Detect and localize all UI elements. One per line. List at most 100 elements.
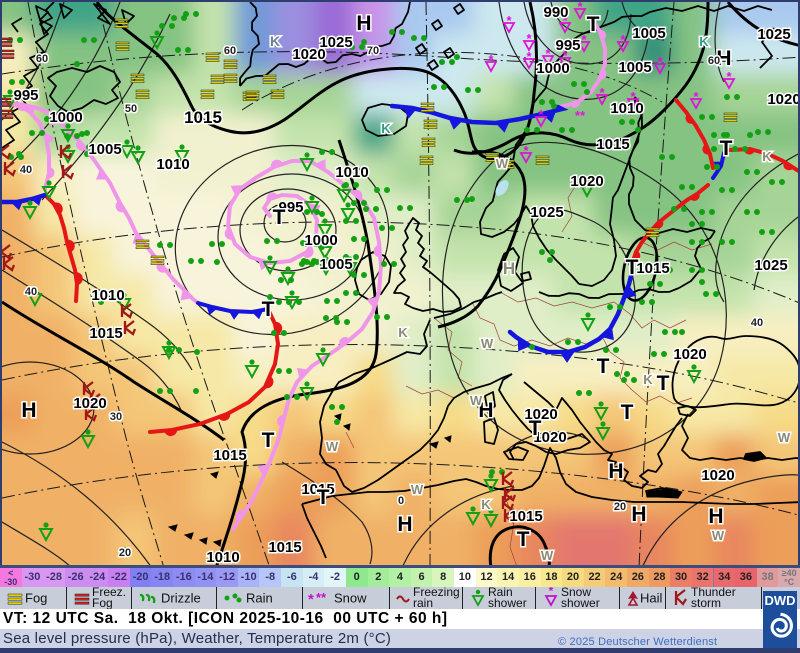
svg-text:H: H xyxy=(716,47,731,70)
svg-text:1015: 1015 xyxy=(636,260,669,277)
svg-text:40: 40 xyxy=(20,164,32,176)
svg-text:990: 990 xyxy=(543,4,568,21)
svg-text:1015: 1015 xyxy=(184,108,222,127)
svg-text:60: 60 xyxy=(708,55,720,67)
svg-text:40: 40 xyxy=(751,317,763,329)
svg-text:T: T xyxy=(657,372,670,395)
svg-text:1005: 1005 xyxy=(632,25,665,42)
svg-text:1020: 1020 xyxy=(767,91,798,108)
svg-text:*: * xyxy=(549,587,554,598)
svg-text:20: 20 xyxy=(119,547,131,559)
svg-text:T: T xyxy=(517,528,530,551)
svg-text:*: * xyxy=(562,48,568,63)
svg-text:*: * xyxy=(526,49,532,64)
svg-text:1000: 1000 xyxy=(304,232,337,249)
svg-text:*: * xyxy=(523,143,529,158)
svg-text:K: K xyxy=(762,149,772,164)
svg-text:1010: 1010 xyxy=(156,156,189,173)
svg-text:40: 40 xyxy=(25,286,37,298)
svg-text:W: W xyxy=(481,336,494,351)
svg-text:*: * xyxy=(545,46,551,61)
svg-text:T: T xyxy=(626,256,639,279)
svg-text:*: * xyxy=(630,89,636,104)
svg-text:*: * xyxy=(538,107,544,122)
svg-text:1025: 1025 xyxy=(319,34,352,51)
svg-text:T: T xyxy=(621,401,634,424)
svg-text:H: H xyxy=(397,513,412,536)
svg-text:1005: 1005 xyxy=(319,256,352,273)
svg-text:1020: 1020 xyxy=(524,406,557,423)
svg-text:*: * xyxy=(726,69,732,84)
svg-text:T: T xyxy=(317,486,330,509)
svg-text:995: 995 xyxy=(555,37,580,54)
svg-text:70: 70 xyxy=(367,45,379,57)
svg-text:H: H xyxy=(708,505,723,528)
svg-text:*: * xyxy=(620,32,626,47)
svg-text:*: * xyxy=(506,13,512,28)
svg-text:1015: 1015 xyxy=(596,136,629,153)
svg-text:W: W xyxy=(778,430,791,445)
svg-text:H: H xyxy=(503,259,515,278)
svg-text:H: H xyxy=(478,399,493,422)
svg-text:*: * xyxy=(562,13,568,28)
svg-text:995: 995 xyxy=(278,199,303,216)
svg-text:995: 995 xyxy=(13,87,38,104)
svg-text:1000: 1000 xyxy=(536,60,569,77)
svg-text:W: W xyxy=(470,393,483,408)
svg-text:K: K xyxy=(481,497,491,512)
svg-text:1020: 1020 xyxy=(701,467,734,484)
svg-text:1010: 1010 xyxy=(610,100,643,117)
svg-text:20: 20 xyxy=(614,501,626,513)
svg-text:T: T xyxy=(529,417,542,440)
svg-text:W: W xyxy=(326,439,339,454)
svg-text:1015: 1015 xyxy=(509,508,542,525)
svg-text:1020: 1020 xyxy=(570,173,603,190)
svg-text:K: K xyxy=(643,372,653,387)
svg-text:T: T xyxy=(273,206,286,229)
svg-text:T: T xyxy=(262,429,275,452)
svg-text:1010: 1010 xyxy=(335,164,368,181)
svg-text:1020: 1020 xyxy=(73,395,106,412)
svg-text:60: 60 xyxy=(224,45,236,57)
svg-text:50: 50 xyxy=(125,103,137,115)
svg-text:0: 0 xyxy=(398,495,404,507)
svg-text:*: * xyxy=(693,89,699,104)
svg-text:1015: 1015 xyxy=(89,325,122,342)
svg-text:1025: 1025 xyxy=(754,257,787,274)
svg-text:H: H xyxy=(631,503,646,526)
svg-text:W: W xyxy=(411,482,424,497)
svg-text:T: T xyxy=(587,13,600,36)
svg-text:1020: 1020 xyxy=(533,429,566,446)
svg-text:**: ** xyxy=(316,590,327,605)
svg-text:H: H xyxy=(608,460,623,483)
svg-text:*: * xyxy=(488,52,494,67)
svg-text:**: ** xyxy=(575,108,586,123)
svg-text:*: * xyxy=(599,85,605,100)
svg-text:*: * xyxy=(657,54,663,69)
svg-text:T: T xyxy=(597,355,610,378)
svg-text:W: W xyxy=(712,528,725,543)
svg-text:*: * xyxy=(577,2,583,14)
svg-text:T: T xyxy=(262,298,275,321)
svg-text:*: * xyxy=(308,591,314,608)
svg-text:1010: 1010 xyxy=(206,549,239,565)
svg-text:1015: 1015 xyxy=(268,539,301,556)
svg-text:1025: 1025 xyxy=(757,26,790,43)
svg-text:K: K xyxy=(270,33,280,49)
svg-text:1015: 1015 xyxy=(213,447,246,464)
svg-text:K: K xyxy=(381,121,391,136)
svg-text:T: T xyxy=(720,137,733,160)
svg-text:K: K xyxy=(699,34,709,49)
svg-text:1005: 1005 xyxy=(618,59,651,76)
svg-text:*: * xyxy=(526,31,532,46)
svg-text:1000: 1000 xyxy=(49,109,82,126)
svg-text:1025: 1025 xyxy=(530,204,563,221)
svg-text:*: * xyxy=(581,32,587,47)
svg-text:1005: 1005 xyxy=(88,141,121,158)
svg-text:1010: 1010 xyxy=(91,287,124,304)
svg-text:1020: 1020 xyxy=(673,346,706,363)
svg-text:1020: 1020 xyxy=(292,46,325,63)
svg-text:W: W xyxy=(541,548,554,563)
svg-text:K: K xyxy=(398,325,408,340)
svg-text:60: 60 xyxy=(36,53,48,65)
